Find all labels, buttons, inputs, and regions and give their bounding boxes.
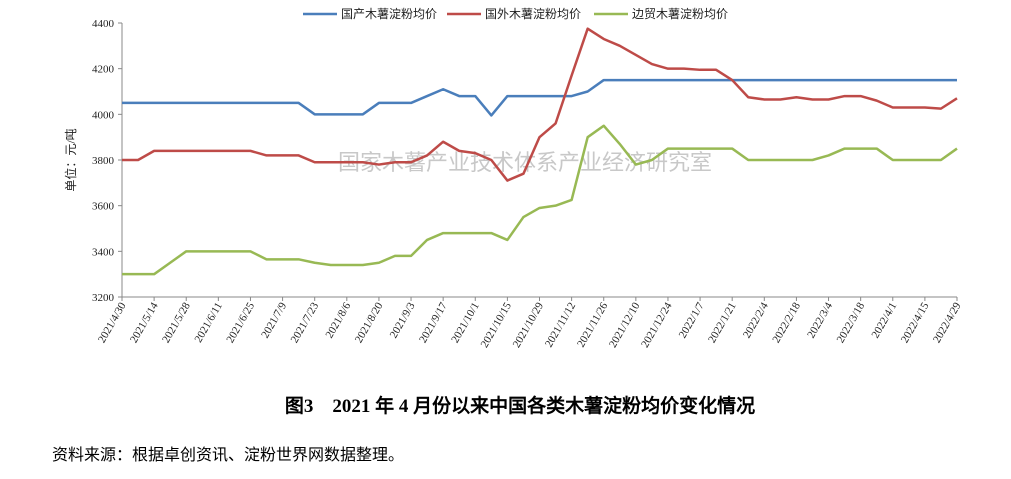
x-tick-label: 2021/8/20 bbox=[353, 300, 386, 345]
x-tick-label: 2021/10/15 bbox=[479, 300, 515, 350]
y-tick-label: 4400 bbox=[92, 18, 115, 30]
series-line bbox=[122, 27, 958, 182]
x-tick-label: 2021/11/12 bbox=[543, 301, 578, 350]
y-tick-label: 3200 bbox=[92, 292, 115, 304]
x-tick-label: 2022/4/29 bbox=[931, 300, 964, 345]
x-tick-label: 2021/12/10 bbox=[607, 300, 643, 350]
x-tick-label: 2022/3/4 bbox=[805, 300, 835, 340]
y-tick-label: 3600 bbox=[92, 201, 115, 213]
x-tick-label: 2022/4/15 bbox=[899, 300, 932, 345]
y-tick-label: 3400 bbox=[92, 246, 115, 258]
series-line bbox=[122, 124, 958, 276]
legend-label: 边贸木薯淀粉均价 bbox=[632, 7, 728, 21]
x-tick-label: 2022/4/1 bbox=[869, 301, 899, 341]
x-tick-label: 2022/2/18 bbox=[770, 300, 803, 345]
x-tick-label: 2021/10/29 bbox=[511, 300, 547, 350]
x-tick-label: 2021/7/23 bbox=[289, 300, 322, 345]
y-tick-label: 3800 bbox=[92, 155, 115, 167]
x-tick-label: 2021/6/25 bbox=[224, 300, 257, 345]
caption: 图3 2021 年 4 月份以来中国各类木薯淀粉均价变化情况 bbox=[285, 394, 755, 417]
legend-label: 国产木薯淀粉均价 bbox=[341, 7, 437, 21]
x-tick-label: 2021/4/30 bbox=[96, 300, 129, 345]
x-tick-label: 2021/6/11 bbox=[192, 301, 225, 345]
x-tick-label: 2021/10/1 bbox=[449, 301, 482, 346]
x-tick-label: 2022/2/4 bbox=[741, 300, 771, 340]
x-tick-label: 2021/11/26 bbox=[575, 300, 610, 349]
x-tick-label: 2022/3/18 bbox=[835, 300, 868, 345]
source: 资料来源：根据卓创资讯、淀粉世界网数据整理。 bbox=[52, 446, 404, 464]
x-tick-label: 2021/5/14 bbox=[128, 300, 161, 345]
x-tick-label: 2021/8/6 bbox=[323, 300, 353, 340]
x-tick-label: 2021/9/3 bbox=[388, 300, 418, 340]
x-tick-label: 2021/9/17 bbox=[417, 300, 450, 345]
x-tick-label: 2021/5/28 bbox=[160, 300, 193, 345]
legend-label: 国外木薯淀粉均价 bbox=[485, 7, 581, 21]
x-tick-label: 2022/1/21 bbox=[706, 301, 739, 346]
x-tick-label: 2021/12/24 bbox=[639, 300, 675, 350]
y-tick-label: 4000 bbox=[92, 109, 115, 121]
y-tick-label: 4200 bbox=[92, 64, 115, 76]
series-line bbox=[122, 78, 957, 117]
x-tick-label: 2022/1/7 bbox=[677, 300, 707, 340]
y-axis-label: 单位：元/吨 bbox=[63, 128, 78, 191]
x-tick-label: 2021/7/9 bbox=[259, 300, 289, 340]
